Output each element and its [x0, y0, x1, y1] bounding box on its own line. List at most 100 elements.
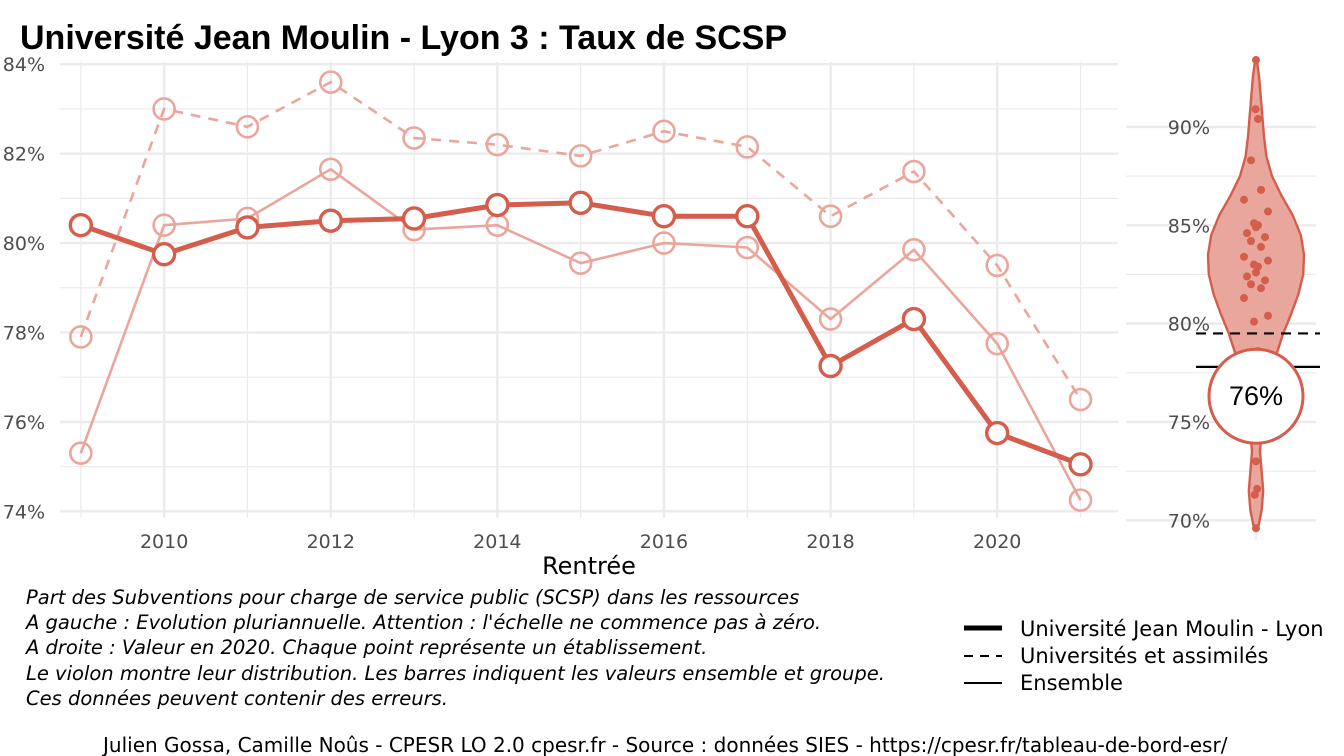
series-point-dashed: [1068, 387, 1093, 412]
violin-point: [1247, 156, 1255, 165]
right-panel: 70% 75% 80% 85% 90% 76%: [1126, 56, 1320, 540]
series-point-thick-solid: [651, 204, 677, 229]
violin-point: [1243, 229, 1251, 238]
x-axis-title: Rentrée: [542, 552, 636, 580]
violin-point: [1252, 268, 1260, 277]
left-y-tick-label: 80%: [3, 233, 45, 255]
series-point-solid: [568, 251, 593, 275]
series-thick-solid: [68, 190, 1093, 477]
violin-point: [1252, 457, 1260, 466]
violin-point: [1257, 284, 1265, 293]
series-point-thick-solid: [235, 215, 260, 240]
violin-point: [1254, 115, 1262, 124]
violin-point: [1264, 207, 1272, 216]
series-point-solid: [818, 307, 843, 331]
violin-point: [1240, 294, 1248, 303]
left-y-tick-labels: 74% 76% 78% 80% 82% 84%: [3, 54, 45, 523]
left-y-tick-label: 74%: [3, 501, 45, 523]
series-point-dashed: [818, 204, 843, 229]
series-point-solid: [985, 331, 1010, 356]
x-tick-label: 2020: [973, 531, 1021, 553]
right-y-tick-label: 85%: [1168, 215, 1210, 237]
series-dashed: [69, 70, 1093, 412]
series-point-thick-solid: [568, 190, 593, 216]
left-gridlines: [60, 62, 1118, 518]
legend-label-1: Université Jean Moulin - Lyon: [1020, 617, 1324, 641]
right-y-tick-label: 70%: [1168, 510, 1210, 532]
series-point-thick-solid: [68, 212, 94, 238]
series-point-thick-solid: [818, 353, 843, 379]
series-point-dashed: [485, 132, 510, 157]
violin-point: [1252, 56, 1260, 65]
series-point-thick-solid: [401, 206, 427, 231]
series-point-dashed: [235, 115, 260, 139]
series-point-dashed: [902, 159, 926, 184]
series-group: [68, 70, 1093, 512]
left-panel: 74%76%78%80%82%84% 2010 2012 2014 2016 2018 2…: [3, 54, 1118, 580]
series-point-thick-solid: [985, 420, 1010, 446]
series-line-dashed: [79, 80, 1082, 401]
right-y-tick-label: 80%: [1168, 314, 1210, 336]
footer-credits: Julien Gossa, Camille Noûs - CPESR LO 2.…: [101, 733, 1228, 756]
series-point-thick-solid: [485, 192, 510, 218]
violin-point: [1261, 276, 1269, 285]
left-y-tick-label: 84%: [3, 54, 45, 76]
caption-line-2: A gauche : Evolution pluriannuelle. Atte…: [24, 611, 821, 634]
caption-line-4: Le violon montre leur distribution. Les …: [26, 662, 885, 685]
x-tick-label: 2010: [140, 531, 188, 553]
violin-point: [1252, 223, 1260, 232]
series-point-dashed: [318, 70, 343, 94]
series-point-thick-solid: [151, 242, 177, 267]
caption-line-1: Part des Subventions pour charge de serv…: [26, 586, 799, 609]
series-point-solid: [735, 235, 760, 260]
series-point-thick-solid: [1068, 452, 1093, 477]
series-point-dashed: [735, 135, 760, 159]
legend-label-3: Ensemble: [1020, 671, 1123, 695]
value-circle: [1207, 347, 1305, 445]
x-tick-label: 2018: [806, 531, 854, 553]
violin-point: [1264, 311, 1272, 320]
violin-point: [1240, 195, 1248, 204]
legend: Université Jean Moulin - Lyon Université…: [964, 617, 1324, 695]
x-tick-label: 2016: [640, 531, 688, 553]
series-point-dashed: [985, 253, 1010, 278]
series-point-dashed: [152, 97, 176, 121]
chart-title: Université Jean Moulin - Lyon 3 : Taux d…: [20, 19, 787, 57]
violin-point: [1251, 105, 1260, 114]
series-point-thick-solid: [901, 306, 927, 332]
series-point-dashed: [568, 144, 593, 168]
series-point-solid: [152, 213, 176, 237]
violin-point: [1247, 280, 1255, 289]
series-point-solid: [652, 231, 676, 255]
violin-point: [1264, 256, 1272, 265]
violin-point: [1252, 524, 1260, 533]
series-point-dashed: [652, 119, 676, 144]
violin-point: [1240, 252, 1248, 261]
right-y-tick-labels: 70% 75% 80% 85% 90%: [1168, 117, 1210, 532]
violin-point: [1257, 242, 1265, 251]
x-tick-label: 2012: [307, 531, 355, 553]
series-point-dashed: [402, 126, 426, 150]
series-point-dashed: [69, 325, 93, 349]
left-y-tick-label: 82%: [3, 144, 45, 166]
legend-label-2: Universités et assimilés: [1020, 644, 1268, 668]
violin-points: [1240, 56, 1272, 533]
right-y-tick-label: 90%: [1168, 117, 1210, 139]
caption-line-5: Ces données peuvent contenir des erreurs…: [26, 687, 448, 710]
caption: Part des Subventions pour charge de serv…: [24, 586, 885, 710]
series-point-solid: [1068, 488, 1093, 512]
violin-point: [1250, 317, 1258, 326]
series-point-solid: [69, 441, 93, 465]
right-y-tick-label: 75%: [1168, 412, 1210, 434]
violin-point: [1261, 233, 1269, 242]
value-label: 76%: [1229, 381, 1283, 411]
series-point-solid: [902, 237, 926, 262]
violin-point: [1243, 272, 1251, 281]
x-tick-labels: 2010 2012 2014 2016 2018 2020: [140, 531, 1021, 553]
left-y-tick-label: 78%: [3, 322, 45, 344]
series-point-thick-solid: [735, 204, 760, 229]
violin-point: [1247, 237, 1255, 246]
series-point-thick-solid: [318, 208, 343, 233]
caption-line-3: A droite : Valeur en 2020. Chaque point …: [24, 636, 707, 659]
